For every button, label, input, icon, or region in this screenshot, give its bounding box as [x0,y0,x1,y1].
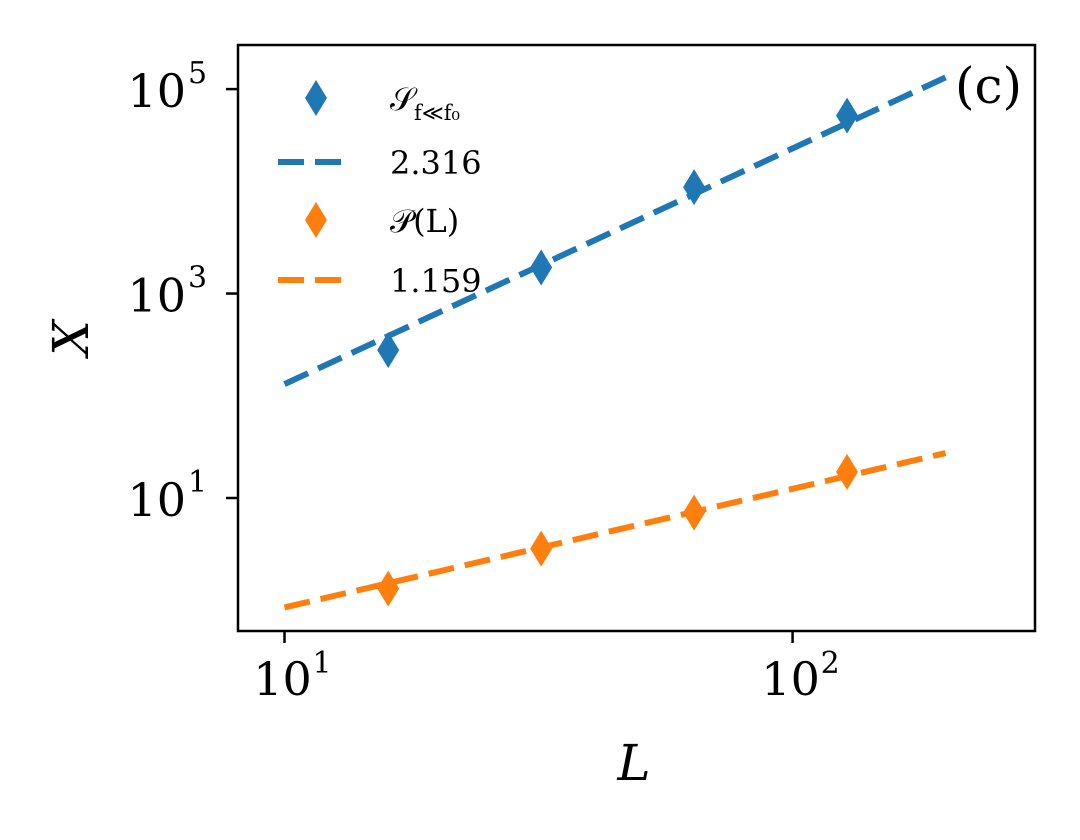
data-point-2 [530,530,553,567]
plot-frame [236,43,1037,633]
y-axis-label: X [42,318,100,360]
data-point-0 [377,332,400,369]
data-point-0 [836,97,859,134]
legend-label: 𝒫(L) [390,202,459,240]
legend-subscript: f≪f₀ [414,101,460,125]
data-point-2 [683,494,706,531]
x-axis-label: L [616,734,650,792]
x-tick-exponent: 2 [821,646,840,681]
data-point-0 [683,169,706,206]
panel-label: (c) [955,57,1022,115]
y-tick-label: 10 [127,473,186,527]
x-tick-label: 10 [253,652,312,706]
legend-label: 1.159 [390,262,482,300]
legend-marker [305,202,327,238]
legend-label: 𝒮 [390,80,418,118]
y-tick-exponent: 5 [188,56,207,91]
data-point-0 [530,249,553,286]
fit-line-1 [283,74,947,387]
x-tick-exponent: 1 [312,646,331,681]
data-point-2 [836,453,859,490]
y-tick-label: 10 [127,269,186,323]
x-tick-label: 10 [761,652,820,706]
legend-label: 2.316 [390,144,482,182]
x-axis: 10 1 10 2 [253,631,840,706]
data-point-2 [377,570,400,607]
y-tick-label: 10 [127,64,186,118]
legend-marker [305,80,327,116]
y-tick-exponent: 3 [188,261,207,296]
plot-area [283,74,947,611]
y-tick-exponent: 1 [188,465,207,500]
